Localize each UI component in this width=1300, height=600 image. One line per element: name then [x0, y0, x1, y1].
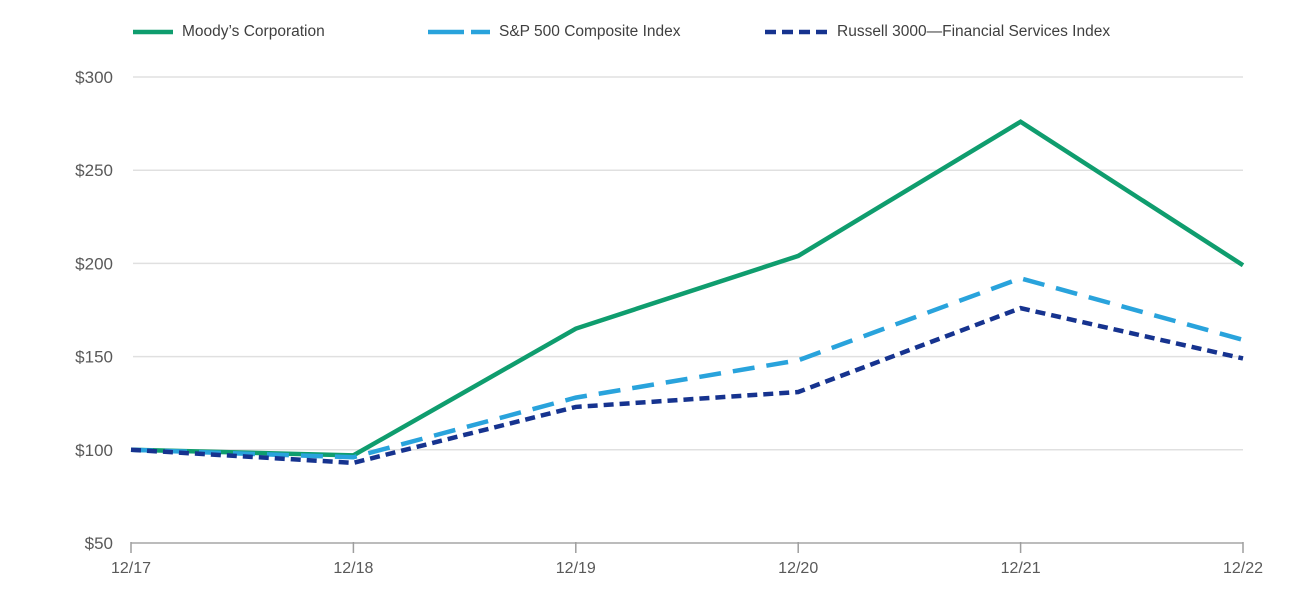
legend-label-russell-3000-financial-services-index: Russell 3000—Financial Services Index	[837, 23, 1111, 40]
y-tick-label: $50	[85, 534, 113, 553]
legend-label-moodys-corporation: Moody’s Corporation	[182, 23, 325, 40]
legend-swatch-short-dash-line-icon	[765, 29, 828, 35]
legend-item-russell-3000-financial-services-index: Russell 3000—Financial Services Index	[765, 22, 1110, 42]
legend-item-moodys-corporation: Moody’s Corporation	[133, 22, 325, 42]
legend-swatch-solid-line-icon	[133, 29, 173, 35]
x-tick-label: 12/17	[111, 560, 151, 577]
x-tick-label: 12/20	[778, 560, 818, 577]
y-tick-label: $200	[75, 254, 113, 273]
x-tick-label: 12/19	[556, 560, 596, 577]
legend-swatch-long-dash-line-icon	[428, 29, 490, 35]
legend-item-sp500-composite-index: S&P 500 Composite Index	[428, 22, 681, 42]
series-line-1	[130, 275, 1244, 460]
series-line-2	[130, 305, 1244, 466]
y-tick-label: $300	[75, 68, 113, 87]
legend-label-sp500-composite-index: S&P 500 Composite Index	[499, 23, 681, 40]
series-line-0	[130, 119, 1245, 458]
y-tick-label: $150	[75, 348, 113, 367]
chart-legend: Moody’s Corporation S&P 500 Composite In…	[0, 0, 1300, 56]
x-tick-label: 12/22	[1223, 560, 1263, 577]
y-tick-label: $250	[75, 161, 113, 180]
x-tick-label: 12/21	[1001, 560, 1041, 577]
y-tick-label: $100	[75, 441, 113, 460]
x-tick-label: 12/18	[333, 560, 373, 577]
